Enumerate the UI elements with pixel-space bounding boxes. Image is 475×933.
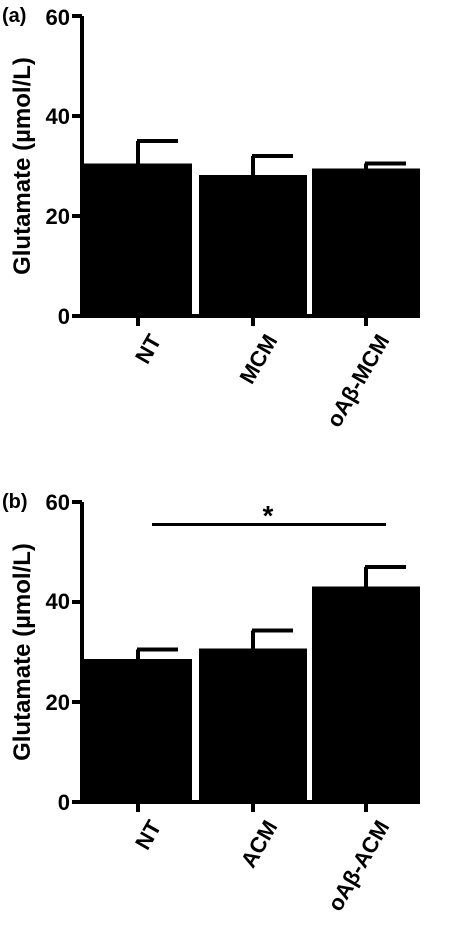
- panel-b-bar: [312, 586, 420, 802]
- panel-b-plot-area: [72, 500, 420, 812]
- panel-a-y-tick-label: 0: [58, 304, 70, 329]
- panel-b-y-tick-label: 40: [46, 589, 70, 614]
- panel-a-label: (a): [2, 5, 26, 27]
- panel-a-y-axis-label: Glutamate (µmol/L): [9, 57, 36, 275]
- panel-a-y-ticks: 0 20 40 60: [46, 5, 70, 329]
- panel-a-bar: [312, 168, 420, 316]
- panel-b-x-ticks: NT ACM oAβ-ACM: [130, 816, 394, 916]
- panel-a: (a) Glutamate (µmol/L) 0 20 40 60 NT MCM…: [2, 5, 420, 431]
- panel-a-x-ticks: NT MCM oAβ-MCM: [130, 330, 394, 432]
- panel-b-label: (b): [2, 491, 28, 513]
- panel-a-y-tick-label: 20: [46, 204, 70, 229]
- panel-b-bar: [199, 648, 307, 802]
- panel-b-bar: [84, 659, 192, 802]
- panel-b-y-tick-label: 20: [46, 690, 70, 715]
- panel-b-x-tick-label: NT: [130, 816, 167, 854]
- panel-b-x-tick-label: ACM: [236, 816, 283, 872]
- panel-b: (b) Glutamate (µmol/L) 0 20 40 60 * NT A…: [2, 490, 420, 915]
- panel-a-y-tick-label: 60: [46, 5, 70, 30]
- panel-a-plot-area: [72, 14, 420, 326]
- panel-b-y-tick-label: 0: [58, 790, 70, 815]
- panel-b-y-ticks: 0 20 40 60: [46, 490, 70, 815]
- panel-a-x-tick-label: NT: [130, 330, 167, 368]
- panel-a-y-tick-label: 40: [46, 104, 70, 129]
- panel-b-y-axis-label: Glutamate (µmol/L): [9, 543, 36, 761]
- panel-a-bar: [84, 163, 192, 316]
- panel-b-y-tick-label: 60: [46, 490, 70, 515]
- panel-a-x-tick-label: MCM: [234, 330, 282, 388]
- panel-a-x-tick-label: oAβ-MCM: [321, 330, 394, 431]
- panel-a-bar: [199, 175, 307, 316]
- panel-b-significance-star: *: [263, 500, 274, 531]
- panel-b-x-tick-label: oAβ-ACM: [323, 816, 395, 915]
